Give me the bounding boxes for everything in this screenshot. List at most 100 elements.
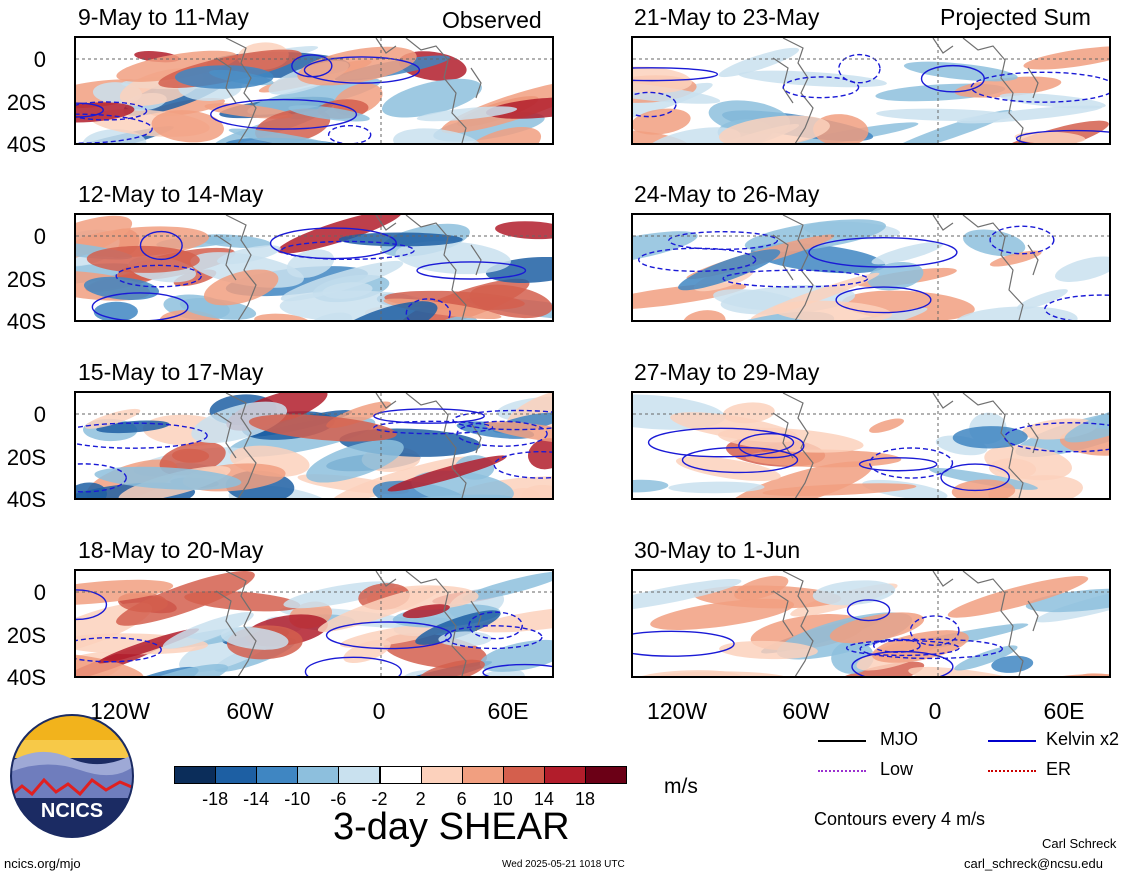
map-graphic — [76, 38, 552, 143]
panel-title-proj-4: 30-May to 1-Jun — [634, 537, 801, 563]
y-tick-0: 0 — [33, 224, 46, 249]
shading-blob — [415, 610, 501, 645]
shading-blob — [151, 110, 224, 143]
coastline — [225, 38, 257, 143]
shading-blob — [954, 645, 1018, 671]
kelvin-contour — [633, 630, 735, 657]
shading-blob — [76, 579, 174, 606]
shading-blob — [947, 575, 1089, 618]
coastline — [962, 571, 1024, 676]
y-tick-0: 0 — [33, 47, 46, 72]
shading-blob — [727, 461, 873, 498]
shading-blob — [528, 438, 552, 470]
shading-blob — [633, 578, 742, 612]
kelvin-contour — [782, 76, 860, 99]
shading-blob — [903, 61, 1018, 82]
shading-blob — [678, 249, 781, 291]
kelvin-contour — [327, 124, 372, 143]
colorbar-swatch — [502, 766, 545, 784]
shading-blob — [417, 659, 485, 676]
kelvin-contour — [76, 589, 108, 621]
shading-blob — [76, 653, 144, 676]
footer-url[interactable]: ncics.org/mjo — [4, 856, 81, 871]
coastline — [215, 590, 237, 637]
shading-blob — [633, 479, 669, 493]
colorbar-swatch — [338, 766, 381, 784]
colorbar-tick-label: 6 — [456, 789, 467, 809]
shading-blob — [649, 671, 792, 676]
shading-blob — [94, 466, 242, 490]
shading-blob — [297, 46, 417, 86]
legend-swatch-kelvin — [988, 740, 1036, 742]
shading-blob — [734, 575, 789, 601]
legend-label-mjo: MJO — [880, 729, 918, 749]
coastline — [1027, 67, 1039, 99]
shading-blob — [86, 245, 200, 273]
legend-swatch-low — [818, 770, 866, 772]
coastline — [470, 244, 482, 276]
shading-blob — [718, 115, 830, 143]
x-tick-0: 0 — [928, 698, 942, 724]
coastline — [782, 38, 814, 143]
shading-blob — [772, 300, 893, 320]
coastline — [225, 571, 257, 676]
shading-blob — [675, 456, 781, 481]
shading-blob — [340, 623, 449, 648]
footer-email[interactable]: carl_schreck@ncsu.edu — [964, 856, 1103, 871]
ncics-logo-graphic: NCICS — [10, 714, 134, 838]
shading-blob — [76, 102, 135, 123]
kelvin-contour — [846, 599, 891, 622]
shading-blob — [867, 261, 924, 291]
shading-blob — [1014, 131, 1086, 143]
kelvin-contour — [738, 433, 805, 459]
map-panel-3 — [74, 391, 554, 500]
shading-blob — [416, 106, 518, 122]
x-tick-60e: 60E — [487, 698, 529, 724]
kelvin-contour — [681, 446, 799, 474]
map-graphic — [76, 215, 552, 320]
y-tick-40s: 40S — [6, 487, 46, 512]
shading-blob — [119, 664, 229, 676]
shading-blob — [633, 231, 698, 265]
coastline — [1027, 600, 1039, 632]
kelvin-contour — [91, 292, 189, 320]
x-tick-120w: 120W — [646, 698, 708, 724]
kelvin-contour — [303, 56, 421, 84]
kelvin-contour — [808, 237, 958, 268]
kelvin-contour — [76, 113, 153, 143]
footer-author: Carl Schreck — [1042, 836, 1117, 851]
shading-blob — [393, 128, 483, 143]
colorbar-tick-label: -14 — [243, 789, 270, 809]
colorbar-tick-label: -18 — [202, 789, 229, 809]
panel-title-obs-3: 15-May to 17-May — [78, 359, 264, 385]
coastline — [1027, 244, 1039, 276]
kelvin-contour — [835, 286, 932, 314]
map-panel-2 — [74, 213, 554, 322]
colorbar-swatch — [543, 766, 586, 784]
kelvin-contour — [76, 422, 208, 449]
shading-blob — [718, 47, 800, 78]
kelvin-contour — [325, 621, 452, 650]
coastline — [962, 393, 1024, 498]
shading-blob — [228, 128, 350, 143]
colorbar-swatch — [174, 766, 217, 784]
shading-blob — [645, 127, 741, 143]
colorbar-swatch — [461, 766, 504, 784]
footer-timestamp: Wed 2025-05-21 1018 UTC — [502, 859, 625, 870]
kelvin-contour — [1004, 422, 1109, 453]
kelvin-contour — [851, 650, 954, 676]
kelvin-contour — [989, 225, 1055, 255]
kelvin-contour — [468, 611, 523, 640]
coastline — [225, 393, 257, 498]
colorbar-unit: m/s — [664, 775, 698, 798]
kelvin-contour — [1044, 294, 1109, 320]
coastline — [375, 215, 397, 231]
colorbar-swatch — [379, 766, 422, 784]
shading-blob — [633, 130, 691, 143]
shading-blob — [76, 482, 107, 498]
x-tick-60w: 60W — [782, 698, 830, 724]
shading-blob — [495, 221, 552, 240]
panel-title-proj-1: 21-May to 23-May — [634, 4, 820, 30]
coastline — [470, 67, 482, 99]
coastline — [405, 215, 467, 320]
